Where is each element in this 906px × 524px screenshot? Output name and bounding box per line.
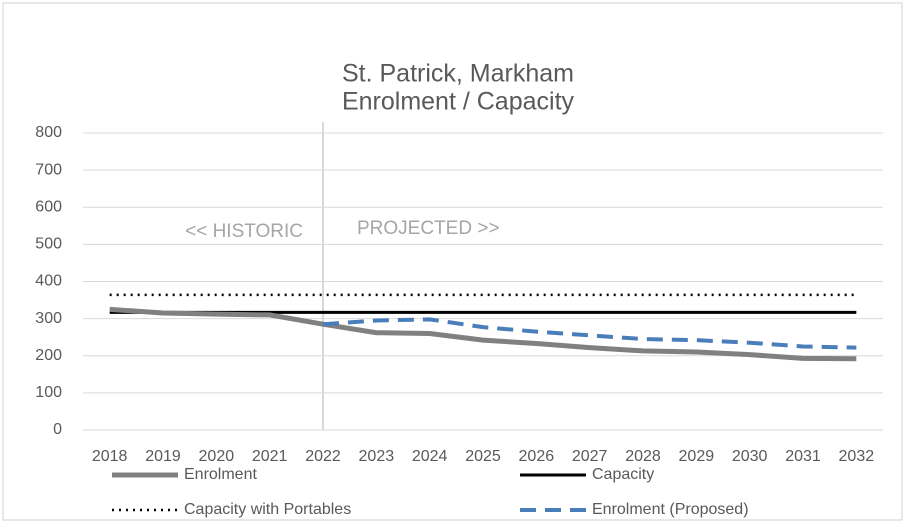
series-line (322, 317, 857, 350)
x-tick-label: 2018 (92, 448, 128, 465)
x-tick-label: 2026 (519, 448, 555, 465)
y-tick-label: 800 (35, 124, 62, 141)
y-tick-label: 600 (35, 198, 62, 215)
x-tick-label: 2024 (412, 448, 448, 465)
y-tick-label: 100 (35, 384, 62, 401)
y-tick-label: 500 (35, 236, 62, 253)
x-tick-label: 2027 (572, 448, 608, 465)
x-tick-label: 2019 (145, 448, 181, 465)
x-tick-label: 2020 (199, 448, 235, 465)
x-tick-label: 2025 (465, 448, 501, 465)
legend-label: Capacity with Portables (184, 501, 351, 518)
x-tick-label: 2031 (785, 448, 821, 465)
legend-label: Enrolment (Proposed) (592, 501, 749, 518)
y-tick-label: 700 (35, 161, 62, 178)
chart-title: St. Patrick, Markham (342, 60, 574, 88)
y-tick-label: 300 (35, 310, 62, 327)
x-tick-label: 2023 (359, 448, 395, 465)
x-tick-label: 2022 (305, 448, 341, 465)
chart-subtitle: Enrolment / Capacity (342, 88, 575, 116)
series-line (109, 306, 857, 362)
legend-label: Capacity (592, 466, 654, 483)
y-tick-label: 200 (35, 347, 62, 364)
x-tick-label: 2029 (679, 448, 715, 465)
annotation: << HISTORIC (185, 221, 303, 242)
x-tick-label: 2028 (625, 448, 661, 465)
x-tick-label: 2021 (252, 448, 288, 465)
y-tick-label: 400 (35, 273, 62, 290)
x-tick-label: 2030 (732, 448, 768, 465)
x-tick-label: 2032 (839, 448, 875, 465)
annotation: PROJECTED >> (357, 218, 500, 239)
legend-label: Enrolment (184, 466, 257, 483)
y-tick-label: 0 (53, 421, 62, 438)
